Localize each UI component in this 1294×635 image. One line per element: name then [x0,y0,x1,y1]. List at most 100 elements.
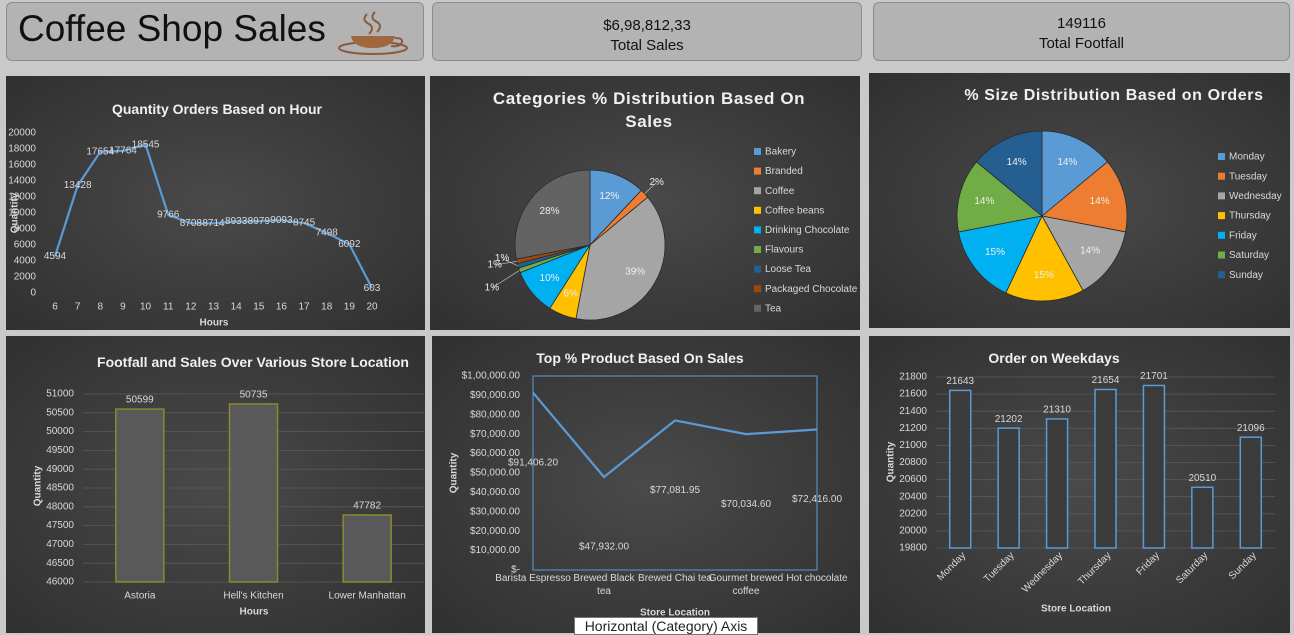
x-tick-label: 14 [231,302,243,313]
y-tick-label: 47500 [46,520,74,531]
x-tick-label: Monday [935,550,968,583]
y-tick-label: 18000 [8,144,36,155]
y-tick-label: 20000 [899,526,927,537]
legend-label: Coffee beans [765,205,824,216]
legend-label: Coffee [765,186,795,197]
data-label: 39% [625,266,645,277]
legend-swatch [1218,231,1225,239]
y-tick-label: 20200 [899,508,927,519]
chart: $- $10,000.00 $20,000.00 $30,000.00 $40,000.… [449,371,848,619]
legend-label: Friday [1229,230,1257,241]
leader-line [494,261,517,266]
legend-label: Flavours [765,245,803,256]
x-axis-label: Store Location [640,608,710,619]
y-tick-label: 12000 [8,192,36,203]
y-tick-label: 14000 [8,176,36,187]
legend-swatch [1218,172,1225,180]
legend-label: Saturday [1229,250,1269,261]
data-label: $72,416.00 [792,494,842,505]
chart-title: % Size Distribution Based on Orders [964,87,1264,104]
data-label: 1% [485,283,500,294]
x-tick-label: Astoria [124,591,156,602]
pie-slice [975,130,1043,217]
data-label: 28% [540,206,560,217]
x-tick-label: Barista Espresso [495,573,571,584]
data-label: 2% [649,177,664,188]
x-tick-label: Gourmet brewed coffee [708,573,784,597]
chart-panel: Order on Weekdays 19800 20000 20200 20400 206… [869,336,1290,633]
y-tick-label: 46500 [46,558,74,569]
pie-slice [1041,130,1109,217]
data-label: $77,081.95 [650,485,700,496]
x-tick-label: 12 [185,302,197,313]
legend-swatch [1218,271,1225,279]
data-label: 14% [1090,196,1110,207]
chart-panel: Footfall and Sales Over Various Store Lo… [6,336,425,633]
chart-title: Categories % Distribution Based On Sales [492,89,806,131]
data-label: 21310 [1043,405,1071,416]
x-tick-label: 9 [120,302,126,313]
data-label: 9093 [270,215,293,226]
x-tick-label: Saturday [1174,550,1210,586]
y-tick-label: $20,000.00 [470,526,520,537]
x-tick-label: Brewed Black tea [573,573,635,597]
pie-slice [1041,161,1128,233]
data-label: 9766 [157,210,180,221]
x-label-box: Brewed Black tea [573,573,635,597]
legend-swatch [754,148,761,155]
tooltip: Horizontal (Category) Axis [574,617,758,635]
bar [1094,388,1117,549]
data-label: 17654 [86,146,114,157]
data-label: 10% [540,273,560,284]
bar [342,514,392,583]
data-label: 14% [1007,157,1027,168]
chart-title: Footfall and Sales Over Various Store Lo… [97,354,409,370]
x-tick-label: 11 [163,302,174,313]
x-tick-label: 20 [366,302,378,313]
y-tick-label: $- [511,565,520,576]
x-axis-label: Store Location [1041,604,1111,615]
x-tick-label: 19 [344,302,356,313]
legend-label: Tuesday [1229,171,1267,182]
kpi-value: 149116 [1057,15,1106,32]
legend-swatch [754,226,761,234]
y-tick-label: 20600 [899,474,927,485]
bar [948,389,972,549]
y-tick-label: $70,000.00 [470,429,520,440]
x-tick-label: 6 [52,302,58,313]
x-tick-label: Hell's Kitchen [223,591,283,602]
y-tick-label: $40,000.00 [470,487,520,498]
data-label: $70,034.60 [721,499,771,510]
x-tick-label: Thursday [1076,550,1113,587]
y-tick-label: 2000 [14,272,37,283]
legend-swatch [754,304,761,312]
x-tick-label: 13 [208,302,220,313]
legend-swatch [1218,251,1225,259]
x-tick-label: Sunday [1227,550,1259,582]
data-label: 15% [985,247,1005,258]
chart: 46000 46500 47000 47500 48000 48500 49000 49500… [33,389,424,618]
pie-slice [575,196,666,321]
legend-swatch [1218,192,1225,200]
chart: 14% 14% 14% 15% 15% 14% 14% Monday Tuesday Wednes… [956,130,1282,302]
data-label: 6092 [338,239,361,250]
data-label: 603 [364,283,381,294]
legend-label: Packaged Chocolate [765,284,858,295]
y-tick-label: 4000 [14,256,37,267]
x-tick-label: 15 [253,302,265,313]
legend-label: Thursday [1229,211,1271,222]
pie-slice [1005,215,1084,302]
legend-swatch [754,285,761,293]
chart-panel: Quantity Orders Based on Hour 0 2000 4000 60… [6,76,425,330]
y-tick-label: $30,000.00 [470,506,520,517]
line [53,143,373,289]
y-tick-label: $50,000.00 [470,468,520,479]
x-label-box: Hot chocolate [786,573,847,584]
line [532,391,818,479]
x-axis-label: Hours [200,318,229,329]
bar [115,408,165,583]
chart-panel: Top % Product Based On Sales $- $10,000.00… [432,336,860,633]
y-axis-label: Quantity [33,465,44,506]
data-label: 13428 [64,180,92,191]
kpi-label: Total Footfall [1038,35,1125,52]
